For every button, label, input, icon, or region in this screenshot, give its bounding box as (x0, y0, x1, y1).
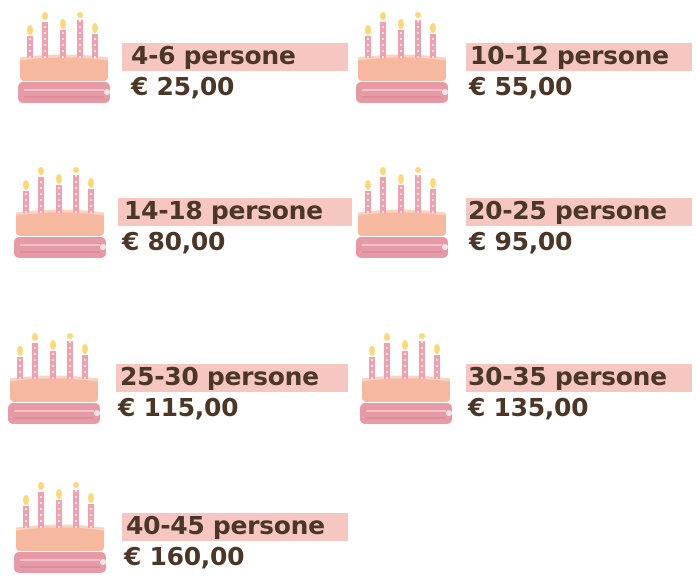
label-highlight: 14-18 persone (118, 198, 352, 226)
price-item: 14-18 persone € 80,00 (10, 167, 350, 262)
label-highlight: 30-35 persone (466, 364, 692, 392)
cake-icon (10, 482, 115, 577)
cake-icon (14, 12, 119, 107)
price-list: 4-6 persone € 25,00 10-12 persone € 55,0… (0, 0, 696, 570)
price: € 95,00 (469, 227, 572, 256)
price-item: 10-12 persone € 55,00 (352, 12, 692, 107)
price-item: 4-6 persone € 25,00 (14, 12, 354, 107)
label-highlight: 20-25 persone (466, 198, 692, 226)
cake-icon (352, 12, 457, 107)
cake-icon (356, 333, 461, 428)
label-highlight: 10-12 persone (466, 43, 692, 71)
label-highlight: 40-45 persone (122, 513, 348, 541)
label-highlight: 25-30 persone (116, 364, 348, 392)
size-label: 30-35 persone (468, 362, 667, 391)
price-item: 40-45 persone € 160,00 (10, 482, 350, 577)
size-label: 10-12 persone (470, 41, 669, 70)
size-label: 40-45 persone (126, 511, 325, 540)
cake-icon (10, 167, 115, 262)
cake-icon (4, 333, 109, 428)
label-highlight: 4-6 persone (122, 43, 348, 71)
price: € 55,00 (469, 72, 572, 101)
price: € 115,00 (118, 393, 238, 422)
price: € 80,00 (122, 227, 225, 256)
cake-icon (352, 167, 457, 262)
size-label: 4-6 persone (131, 41, 296, 70)
price-item: 25-30 persone € 115,00 (4, 333, 344, 428)
size-label: 20-25 persone (468, 196, 667, 225)
size-label: 25-30 persone (120, 362, 319, 391)
price: € 25,00 (131, 72, 234, 101)
price-item: 20-25 persone € 95,00 (352, 167, 692, 262)
price: € 135,00 (468, 393, 588, 422)
price: € 160,00 (124, 542, 244, 571)
price-item: 30-35 persone € 135,00 (356, 333, 696, 428)
size-label: 14-18 persone (124, 196, 323, 225)
